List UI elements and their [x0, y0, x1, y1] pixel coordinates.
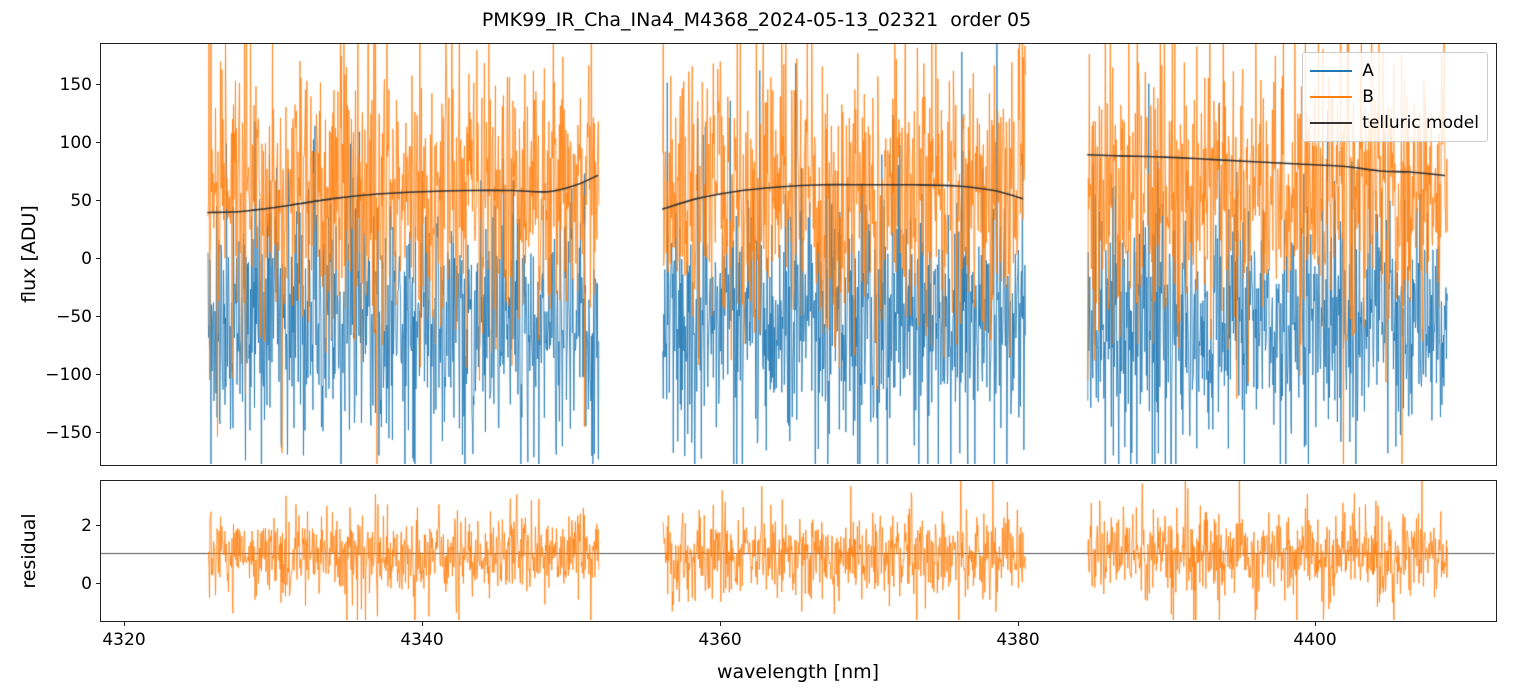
xtick-mark-4380	[1018, 622, 1020, 626]
ytick-label-100: 100	[59, 133, 92, 153]
xtick-label-4400: 4400	[1293, 630, 1337, 650]
ytick-label-res-2: 2	[81, 516, 92, 536]
ytick-mark-0	[96, 258, 100, 260]
legend-swatch-telluric	[1310, 122, 1353, 124]
xtick-mark-4360	[720, 622, 722, 626]
legend-entry-a: A	[1310, 58, 1479, 84]
ytick-label-150: 150	[59, 75, 92, 95]
legend-label-a: A	[1362, 61, 1374, 81]
legend-entry-telluric: telluric model	[1310, 110, 1479, 136]
page-title: PMK99_IR_Cha_INa4_M4368_2024-05-13_02321…	[481, 9, 1032, 31]
ytick-label-50: 50	[70, 191, 92, 211]
ytick-label-m100: −100	[45, 365, 92, 385]
ytick-mark-res-0	[96, 583, 100, 585]
residual-plot-canvas	[101, 481, 1495, 620]
ytick-mark-150	[96, 84, 100, 86]
legend-entry-b: B	[1310, 84, 1479, 110]
ytick-mark-m100	[96, 374, 100, 376]
residual-axis-label: residual	[18, 513, 40, 589]
ytick-label-res-0: 0	[81, 574, 92, 594]
ytick-mark-100	[96, 142, 100, 144]
legend-label-telluric: telluric model	[1362, 113, 1479, 133]
legend-swatch-a	[1310, 70, 1353, 72]
xtick-label-4340: 4340	[400, 630, 444, 650]
flux-panel: A B telluric model	[100, 43, 1497, 466]
ytick-mark-m150	[96, 432, 100, 434]
flux-axis-label: flux [ADU]	[18, 205, 40, 303]
ytick-mark-res-2	[96, 525, 100, 527]
residual-panel	[100, 480, 1497, 622]
xtick-mark-4320	[124, 622, 126, 626]
legend-swatch-b	[1310, 96, 1353, 98]
xtick-mark-4340	[422, 622, 424, 626]
xtick-label-4320: 4320	[102, 630, 146, 650]
wavelength-axis-label: wavelength [nm]	[716, 661, 880, 683]
xtick-label-4360: 4360	[698, 630, 742, 650]
ytick-label-m50: −50	[56, 307, 92, 327]
legend: A B telluric model	[1302, 52, 1488, 142]
ytick-label-m150: −150	[45, 423, 92, 443]
legend-label-b: B	[1362, 87, 1374, 107]
xtick-mark-4400	[1315, 622, 1317, 626]
ytick-label-0: 0	[81, 249, 92, 269]
flux-plot-canvas	[101, 44, 1495, 464]
ytick-mark-m50	[96, 316, 100, 318]
xtick-label-4380: 4380	[996, 630, 1040, 650]
ytick-mark-50	[96, 200, 100, 202]
